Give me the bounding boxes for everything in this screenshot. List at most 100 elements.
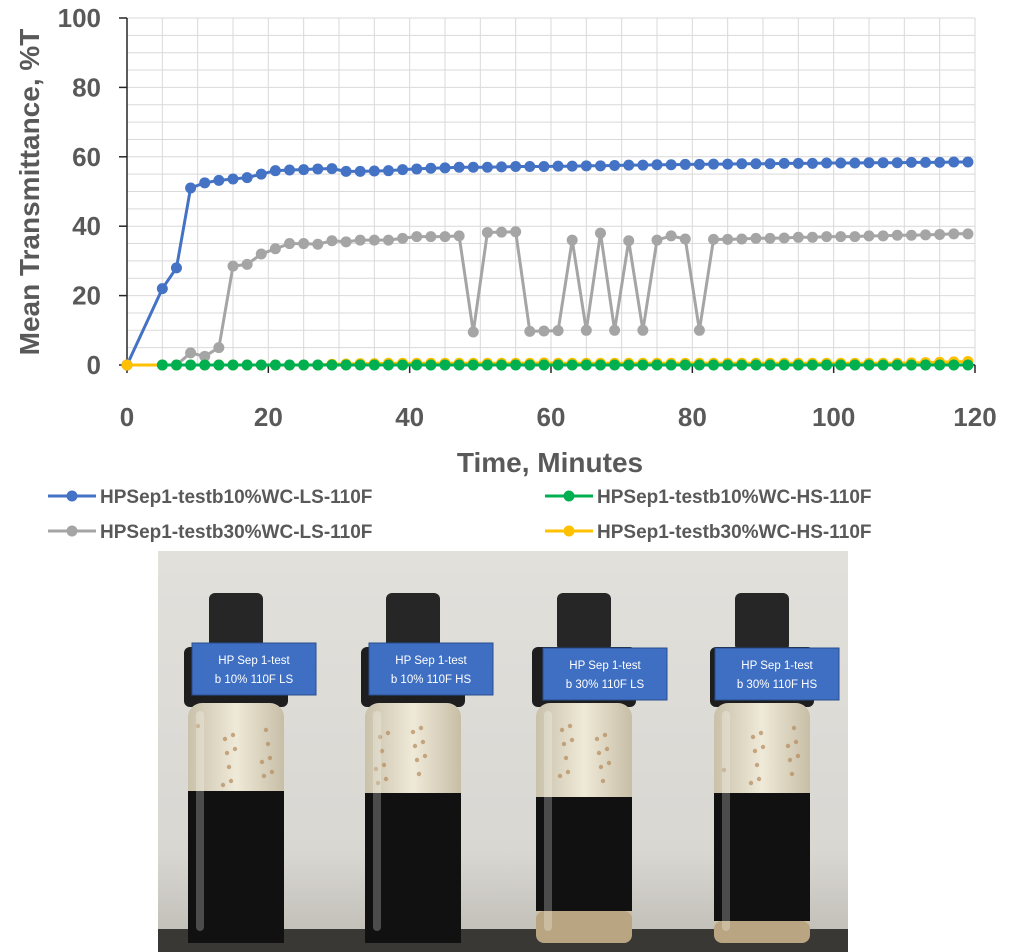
vial-highlight xyxy=(544,711,552,931)
data-point xyxy=(397,164,409,176)
data-point xyxy=(637,359,649,371)
vial-oil-layer xyxy=(536,797,632,911)
data-point xyxy=(948,228,960,240)
data-point xyxy=(637,159,649,171)
data-point xyxy=(552,160,564,172)
data-point xyxy=(792,231,804,243)
data-point xyxy=(849,231,861,243)
legend-label: HPSep1-testb10%WC-HS-110F xyxy=(597,487,872,508)
data-point xyxy=(877,157,889,169)
data-point xyxy=(637,324,649,336)
legend-entry: HPSep1-testb30%WC-LS-110F xyxy=(48,522,372,543)
y-tick-label: 0 xyxy=(87,350,101,380)
legend-label: HPSep1-testb10%WC-LS-110F xyxy=(100,487,372,508)
vial-particle xyxy=(791,725,797,731)
data-point xyxy=(467,161,479,173)
data-point xyxy=(863,157,875,169)
data-point xyxy=(609,359,621,371)
data-point xyxy=(382,359,394,371)
data-point xyxy=(170,359,182,371)
data-point xyxy=(552,325,564,337)
data-point xyxy=(510,161,522,173)
data-point xyxy=(623,235,635,247)
data-point xyxy=(326,235,338,247)
data-point xyxy=(538,359,550,371)
y-tick-label: 100 xyxy=(58,3,101,33)
data-point xyxy=(693,359,705,371)
data-point xyxy=(227,173,239,185)
data-point xyxy=(849,359,861,371)
vial-label-line1: HP Sep 1-test xyxy=(741,660,813,672)
data-point xyxy=(425,231,437,243)
data-point xyxy=(609,324,621,336)
data-point xyxy=(665,159,677,171)
vial-particle xyxy=(795,753,801,759)
data-point xyxy=(312,163,324,175)
data-point xyxy=(764,232,776,244)
data-point xyxy=(354,165,366,177)
y-tick-label: 60 xyxy=(72,142,101,172)
data-point xyxy=(496,226,508,238)
data-point xyxy=(891,157,903,169)
series-0 xyxy=(121,156,974,371)
data-point xyxy=(269,359,281,371)
data-point xyxy=(920,156,932,168)
vial-label xyxy=(368,642,494,696)
vial-label-line2: b 10% 110F HS xyxy=(391,674,472,686)
data-point xyxy=(453,230,465,242)
data-point xyxy=(806,359,818,371)
data-point xyxy=(312,359,324,371)
data-point xyxy=(693,158,705,170)
legend-swatch-marker xyxy=(66,525,78,537)
series-1 xyxy=(156,359,974,371)
data-point xyxy=(340,236,352,248)
x-tick-label: 60 xyxy=(537,402,566,432)
vial-particle xyxy=(606,760,612,766)
data-point xyxy=(750,232,762,244)
chart-legend: HPSep1-testb10%WC-LS-110F HPSep1-testb10%… xyxy=(48,487,872,543)
data-point xyxy=(368,234,380,246)
vial-particle xyxy=(748,780,754,786)
data-point xyxy=(594,359,606,371)
data-point xyxy=(722,233,734,245)
vial-cap xyxy=(209,593,263,651)
data-point xyxy=(340,359,352,371)
legend-entry: HPSep1-testb30%WC-HS-110F xyxy=(545,522,872,543)
data-point xyxy=(255,248,267,260)
data-point xyxy=(849,157,861,169)
vial-highlight xyxy=(373,711,381,931)
data-point xyxy=(368,359,380,371)
vial-4: HP Sep 1-test b 30% 110F HS xyxy=(710,593,840,943)
data-point xyxy=(566,234,578,246)
vial-particle xyxy=(226,764,232,770)
data-point xyxy=(255,359,267,371)
legend-swatch-marker xyxy=(66,490,78,502)
data-point xyxy=(121,359,133,371)
data-point xyxy=(736,158,748,170)
data-point xyxy=(821,157,833,169)
data-point xyxy=(411,163,423,175)
data-point xyxy=(665,359,677,371)
data-point xyxy=(496,161,508,173)
data-point xyxy=(199,177,211,189)
data-point xyxy=(934,229,946,241)
legend-swatch-marker xyxy=(563,525,575,537)
data-point xyxy=(170,262,182,274)
vial-particle xyxy=(789,771,795,777)
vial-particle xyxy=(220,782,226,788)
vial-particle xyxy=(604,746,610,752)
data-point xyxy=(566,160,578,172)
x-tick-label: 120 xyxy=(953,402,996,432)
data-point xyxy=(453,161,465,173)
data-point xyxy=(651,234,663,246)
vial-particle xyxy=(594,736,600,742)
vial-label-line2: b 10% 110F LS xyxy=(215,674,294,686)
vial-particle xyxy=(385,730,391,736)
data-point xyxy=(227,359,239,371)
y-axis-title: Mean Transmittance, %T xyxy=(14,29,45,356)
vial-particle xyxy=(373,766,379,772)
data-point xyxy=(722,359,734,371)
data-point xyxy=(481,359,493,371)
data-point xyxy=(496,359,508,371)
data-point xyxy=(580,324,592,336)
